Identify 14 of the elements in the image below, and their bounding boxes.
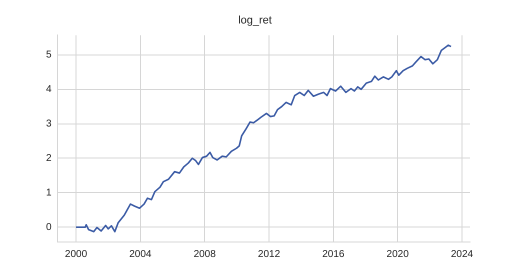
y-tick-label: 3 [46,118,52,130]
x-tick-label: 2004 [129,248,152,260]
y-tick-label: 4 [46,84,52,96]
x-tick-label: 2012 [258,248,281,260]
y-tick-label: 0 [46,222,52,233]
x-tick-label: 2016 [322,248,345,260]
chart-title: log_ret [238,14,272,27]
x-tick-label: 2024 [450,248,474,260]
y-tick-label: 2 [46,152,52,164]
y-tick-label: 1 [46,187,52,198]
y-tick-label: 5 [46,50,52,61]
x-tick-label: 2020 [386,248,410,260]
x-tick-label: 2000 [64,248,88,260]
x-tick-label: 2008 [194,248,216,260]
